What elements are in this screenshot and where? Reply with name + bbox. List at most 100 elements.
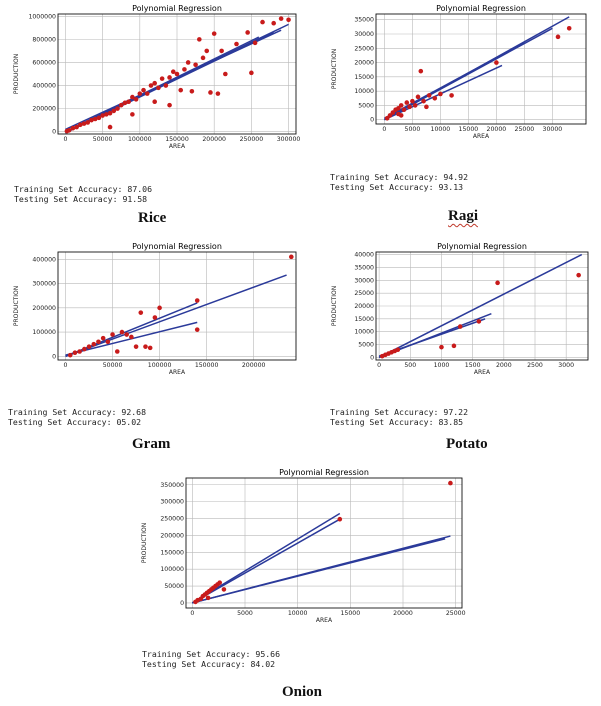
data-point [260, 19, 265, 25]
data-point [439, 344, 444, 350]
data-point [449, 93, 454, 98]
y-tick-label: 20000 [354, 60, 374, 67]
rice-chart-svg: Polynomial Regression 0 50000 100000 150000 2… [13, 4, 300, 150]
ragi-chart: Polynomial Regression 0 5000 10000 15000 2000… [328, 4, 590, 144]
data-point [200, 55, 206, 61]
data-point [398, 113, 404, 118]
data-point [129, 334, 134, 340]
x-axis-label: AREA [169, 143, 186, 150]
data-point [205, 595, 211, 601]
data-point [185, 60, 191, 65]
data-point [163, 83, 169, 88]
data-point [89, 117, 94, 123]
data-point [193, 62, 198, 68]
data-point [424, 104, 429, 110]
gram-test-label: Testing Set Accuracy: [8, 417, 112, 427]
y-axis-label: PRODUCTION [141, 523, 148, 563]
potato-test-value: 83.85 [438, 417, 464, 427]
y-tick-label: 20000 [354, 303, 374, 310]
rice-label: Rice [138, 210, 167, 226]
ragi-label: Ragi [448, 208, 478, 224]
y-tick-label: 0 [52, 129, 56, 136]
x-tick-label: 2500 [527, 362, 543, 369]
potato-accuracy: Training Set Accuracy: 97.22 Testing Set… [330, 407, 468, 427]
y-tick-label: 800000 [32, 36, 56, 43]
data-point [124, 332, 129, 337]
x-tick-label: 100000 [128, 136, 152, 143]
data-point [137, 91, 143, 96]
onion-chart-svg: Polynomial Regression 0 5000 10000 15000 2000… [141, 468, 466, 624]
y-tick-label: 35000 [354, 17, 374, 24]
gram-test-value: 05.02 [116, 417, 142, 427]
data-point [197, 37, 202, 42]
data-point [215, 91, 221, 96]
data-point [204, 48, 210, 54]
y-tick-label: 40000 [354, 252, 374, 259]
y-tick-label: 25000 [354, 290, 374, 297]
y-tick-label: 100000 [160, 566, 184, 573]
data-point [115, 106, 120, 111]
data-point [152, 315, 158, 320]
y-tick-label: 150000 [160, 549, 184, 556]
x-tick-label: 3000 [558, 362, 574, 369]
data-point [234, 41, 239, 47]
data-point [337, 516, 343, 522]
data-point [143, 344, 148, 349]
y-tick-label: 400000 [32, 83, 56, 90]
ragi-train-value: 94.92 [443, 172, 469, 182]
x-tick-label: 0 [382, 126, 386, 133]
data-point [415, 94, 421, 100]
y-tick-label: 0 [370, 117, 374, 124]
x-tick-label: 0 [190, 610, 194, 617]
data-point [152, 80, 157, 86]
ragi-train-label: Training Set Accuracy: [330, 172, 439, 182]
data-point [278, 16, 284, 21]
x-tick-label: 5000 [405, 126, 421, 133]
data-point [410, 98, 415, 104]
x-axis-label: AREA [316, 617, 333, 624]
data-point [245, 30, 250, 35]
potato-test-label: Testing Set Accuracy: [330, 417, 434, 427]
y-tick-label: 30000 [354, 31, 374, 38]
data-point [96, 339, 101, 345]
data-point [133, 344, 139, 349]
y-tick-label: 600000 [32, 59, 56, 66]
y-tick-label: 5000 [358, 102, 374, 109]
data-point [555, 34, 561, 40]
regression-line [72, 36, 260, 129]
data-point [194, 327, 200, 332]
y-axis-label: PRODUCTION [331, 286, 338, 326]
x-tick-label: 100000 [148, 362, 172, 369]
y-tick-label: 50000 [164, 583, 184, 590]
potato-chart: Polynomial Regression 0 500 1000 1500 2000 250… [328, 242, 592, 380]
onion-test-label: Testing Set Accuracy: [142, 659, 246, 669]
data-point [85, 120, 91, 125]
x-tick-label: 500 [404, 362, 416, 369]
onion-label: Onion [282, 684, 323, 700]
data-point [286, 17, 291, 23]
data-point [74, 124, 79, 130]
data-point [119, 329, 125, 335]
plot-frame [375, 251, 589, 361]
y-tick-label: 30000 [354, 277, 374, 284]
rice-accuracy: Training Set Accuracy: 87.06 Testing Set… [14, 184, 152, 204]
regression-line [192, 538, 446, 604]
x-tick-label: 15000 [459, 126, 479, 133]
data-point [219, 48, 224, 54]
x-tick-label: 1500 [465, 362, 481, 369]
data-point [66, 128, 72, 133]
y-tick-label: 300000 [32, 281, 56, 288]
ragi-test-value: 93.13 [438, 182, 464, 192]
data-point [105, 339, 111, 345]
data-point [96, 115, 102, 121]
y-axis-label: PRODUCTION [331, 49, 338, 89]
data-point [384, 115, 390, 121]
data-point [178, 87, 184, 93]
regression-line [384, 64, 503, 121]
data-point [288, 254, 294, 260]
gram-label: Gram [132, 436, 171, 452]
x-tick-label: 10000 [288, 610, 308, 617]
data-point [404, 100, 410, 105]
x-tick-label: 30000 [543, 126, 563, 133]
y-tick-label: 200000 [160, 532, 184, 539]
